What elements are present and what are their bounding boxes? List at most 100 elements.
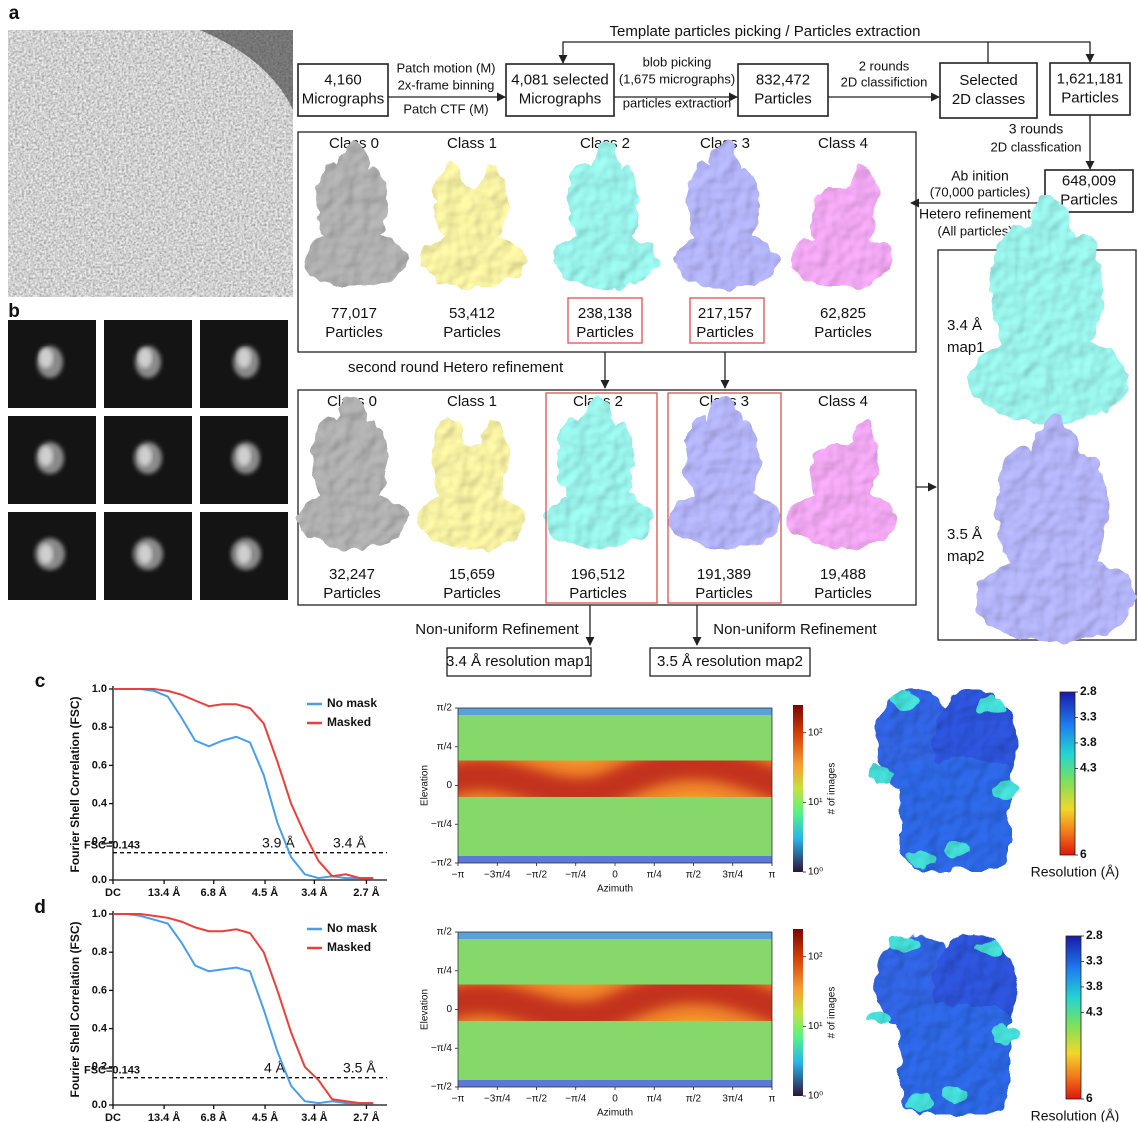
colorbar-label: # of images — [827, 763, 838, 815]
class-particle — [237, 446, 251, 466]
figure-canvas: abcd4,160Micrographs4,081 selectedMicrog… — [0, 0, 1138, 1122]
density-map — [669, 396, 778, 549]
step-label: Non-uniform Refinement — [415, 621, 579, 638]
heatmap-image — [438, 708, 792, 863]
map-part — [941, 842, 969, 858]
class-particle — [39, 544, 53, 564]
colorbar-tick-label: 4.3 — [1080, 761, 1097, 775]
y-tick-label: 0.0 — [92, 1099, 107, 1111]
y-axis-label: Fourier Shell Correlation (FSC) — [68, 921, 82, 1097]
legend-label: Masked — [327, 715, 371, 729]
step-label: Template particles picking / Particles e… — [610, 23, 921, 40]
y-tick-label: −π/4 — [431, 1043, 453, 1054]
panel-label: c — [35, 671, 46, 692]
step-label: 3 rounds — [1009, 121, 1063, 137]
particle-unit: Particles — [325, 324, 383, 341]
box-text: 4,081 selected — [511, 71, 609, 88]
x-tick-label: −3π/4 — [484, 870, 511, 881]
panel-label: a — [9, 3, 20, 24]
y-tick-label: 0.4 — [92, 798, 108, 810]
x-tick-label: −π — [452, 870, 465, 881]
step-label: Non-uniform Refinement — [713, 621, 877, 638]
y-tick-label: −π/4 — [431, 819, 453, 830]
heatmap-edge — [458, 708, 772, 715]
map-part — [991, 782, 1019, 798]
map-box-text: 3.5 Å resolution map2 — [657, 653, 803, 670]
step-label: (1,675 micrographs) — [619, 71, 735, 86]
y-tick-label: π/4 — [437, 741, 453, 752]
map-part — [976, 941, 1004, 957]
y-tick-label: 0.6 — [92, 759, 107, 771]
x-tick-label: 3.4 Å — [301, 886, 327, 899]
connector — [988, 42, 1090, 62]
map-domain — [318, 443, 368, 506]
y-tick-label: 1.0 — [92, 908, 107, 920]
map-domain — [466, 443, 504, 485]
map-domain — [573, 187, 621, 247]
colorbar-tick-label: 3.3 — [1086, 954, 1103, 968]
x-tick-label: 6.8 Å — [201, 1111, 227, 1122]
density-map — [420, 162, 524, 288]
x-tick-label: π/4 — [647, 870, 663, 881]
map-domain — [1000, 266, 1074, 359]
threshold-label: FSC=0.143 — [84, 840, 140, 852]
class-name: Class 4 — [818, 135, 868, 152]
particle-unit: Particles — [696, 324, 754, 341]
map-domain — [322, 187, 370, 247]
legend-label: Masked — [327, 940, 371, 954]
particle-count: 238,138 — [578, 305, 632, 322]
y-tick-label: π/2 — [437, 703, 453, 714]
box-text: 648,009 — [1062, 172, 1116, 189]
box-text: Particles — [1060, 191, 1118, 208]
class-name: Class 1 — [447, 393, 497, 410]
x-tick-label: −3π/4 — [484, 1094, 511, 1105]
class-name: Class 1 — [447, 135, 497, 152]
box-text: 4,160 — [324, 71, 362, 88]
heatmap-image — [438, 932, 792, 1087]
colorbar-tick-label: 3.8 — [1080, 735, 1097, 749]
class-particle — [138, 544, 152, 564]
x-tick-label: −π/4 — [565, 1094, 587, 1105]
x-tick-label: 3.4 Å — [301, 1111, 327, 1122]
x-tick-label: 0 — [612, 1094, 618, 1105]
x-tick-label: 3π/4 — [722, 870, 743, 881]
map-label: map2 — [947, 548, 985, 565]
x-tick-label: −π/2 — [526, 1094, 548, 1105]
x-tick-label: π/4 — [647, 1094, 663, 1105]
colorbar-tick-label: 10⁰ — [808, 1091, 823, 1102]
threshold-label: FSC=0.143 — [84, 1065, 140, 1077]
map-domain — [690, 443, 740, 506]
panel-label: d — [34, 897, 46, 918]
particle-unit: Particles — [569, 585, 627, 602]
x-tick-label: −π/4 — [565, 870, 587, 881]
colorbar-tick-label: 4.3 — [1086, 1005, 1103, 1019]
y-tick-label: 0.8 — [92, 946, 107, 958]
colorbar-label: # of images — [827, 987, 838, 1039]
colorbar-tick-label: 3.8 — [1086, 979, 1103, 993]
map-domain — [564, 443, 614, 506]
colorbar-tick-label: 2.8 — [1086, 928, 1103, 942]
class-particle — [138, 348, 152, 368]
x-tick-label: 4.5 Å — [252, 1111, 278, 1122]
density-map — [543, 396, 652, 549]
particle-count: 53,412 — [449, 305, 495, 322]
panel-label: b — [8, 301, 20, 322]
map-label: map1 — [947, 339, 985, 356]
step-label: Patch CTF (M) — [403, 101, 488, 116]
connector — [563, 42, 988, 63]
density-map — [553, 142, 657, 288]
density-map — [791, 166, 895, 288]
density-map — [297, 396, 406, 549]
particle-count: 196,512 — [571, 566, 625, 583]
y-tick-label: 0.0 — [92, 874, 107, 886]
y-tick-label: 0 — [446, 1004, 452, 1015]
x-tick-label: π/2 — [686, 1094, 702, 1105]
particle-unit: Particles — [576, 324, 634, 341]
step-label: particles extraction — [623, 95, 731, 110]
y-axis-label: Elevation — [420, 765, 431, 806]
y-axis-label: Fourier Shell Correlation (FSC) — [68, 696, 82, 872]
x-axis-label: Azimuth — [597, 1108, 633, 1119]
x-tick-label: 2.7 Å — [353, 1111, 379, 1122]
x-tick-label: π/2 — [686, 870, 702, 881]
legend-label: No mask — [327, 921, 377, 935]
